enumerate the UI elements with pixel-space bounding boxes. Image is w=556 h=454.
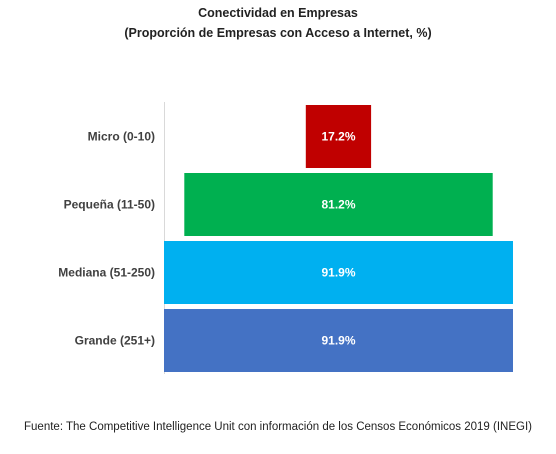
chart-title: Conectividad en Empresas [198, 6, 358, 20]
bar [164, 241, 513, 304]
category-label: Pequeña (11-50) [64, 198, 155, 212]
data-label: 91.9% [321, 266, 355, 280]
category-label: Grande (251+) [75, 334, 155, 348]
bar [184, 173, 493, 236]
source-note: Fuente: The Competitive Intelligence Uni… [24, 421, 532, 433]
data-label: 91.9% [321, 334, 355, 348]
chart-subtitle: (Proporción de Empresas con Acceso a Int… [124, 26, 432, 40]
data-label: 81.2% [321, 198, 355, 212]
category-label: Mediana (51-250) [58, 266, 155, 280]
bar [305, 105, 372, 168]
bar [164, 309, 513, 372]
data-label: 17.2% [321, 130, 355, 144]
funnel-chart: 17.2% Micro (0-10) 81.2% Pequeña (11-50) 91.… [58, 102, 513, 374]
category-label: Micro (0-10) [88, 130, 155, 144]
